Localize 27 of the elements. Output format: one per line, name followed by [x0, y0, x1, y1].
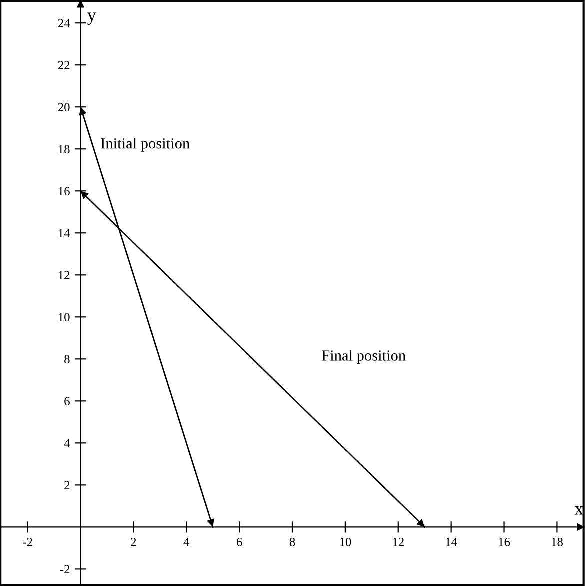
y-tick-label: -2 [60, 565, 70, 574]
x-tick-label: 8 [290, 538, 296, 546]
y-tick-label: 24 [58, 19, 70, 28]
y-tick-label: 20 [58, 103, 70, 112]
x-tick-label: 12 [393, 538, 404, 546]
y-tick-label: 4 [64, 439, 70, 448]
x-tick-label: 2 [131, 538, 136, 546]
y-tick-label: 6 [64, 397, 70, 406]
x-tick-label: -2 [23, 538, 32, 546]
y-tick-label: 14 [58, 229, 70, 238]
x-tick-label: 10 [340, 538, 352, 546]
annotation: Initial position [101, 138, 190, 152]
y-tick-label: 16 [58, 187, 70, 196]
x-tick-label: 16 [499, 538, 510, 546]
y-tick-label: 8 [64, 355, 70, 364]
x-tick-label: 18 [552, 538, 563, 546]
y-tick-label: 12 [58, 271, 70, 280]
y-axis-title: y [88, 12, 96, 25]
annotation: Final position [322, 350, 406, 364]
y-tick-label: 2 [64, 481, 70, 490]
y-tick-label: 10 [58, 313, 70, 322]
x-axis-title: x [574, 506, 584, 515]
y-tick-label: 18 [58, 145, 70, 154]
x-tick-label: 4 [184, 538, 190, 546]
x-tick-label: 14 [446, 538, 458, 546]
x-tick-label: 6 [236, 538, 242, 546]
y-tick-label: 22 [58, 61, 70, 70]
